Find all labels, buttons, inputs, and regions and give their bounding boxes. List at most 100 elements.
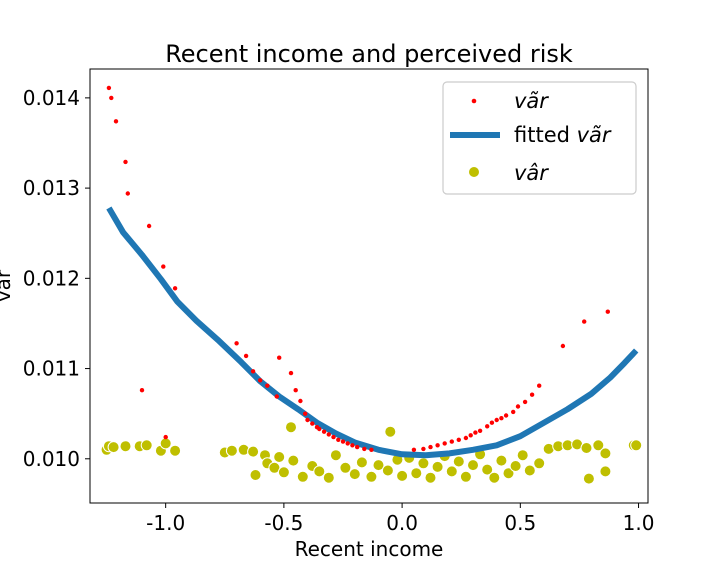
point-var-tilde-33 <box>362 446 367 452</box>
point-var-tilde-26 <box>326 432 331 437</box>
point-var-hat-23 <box>313 465 326 478</box>
point-var-tilde-41 <box>456 437 461 442</box>
point-var-tilde-37 <box>428 444 433 450</box>
point-var-hat-61 <box>582 472 595 485</box>
point-var-tilde-1 <box>109 95 114 101</box>
point-var-tilde-6 <box>161 264 166 269</box>
point-var-tilde-18 <box>293 388 298 393</box>
point-var-tilde-46 <box>485 424 490 429</box>
plot-frame <box>89 68 649 504</box>
point-var-hat-29 <box>365 470 378 483</box>
legend: vãr fitted vãr vâr <box>442 81 637 195</box>
point-var-tilde-49 <box>499 416 504 421</box>
point-var-hat-5 <box>140 439 153 452</box>
point-var-tilde-14 <box>265 383 270 388</box>
point-var-hat-38 <box>431 460 444 473</box>
point-var-hat-21 <box>296 470 309 483</box>
y-tick-label: 0.010 <box>23 447 80 471</box>
point-var-hat-49 <box>509 460 522 472</box>
point-var-hat-46 <box>488 471 501 484</box>
point-var-tilde-34 <box>369 447 374 452</box>
point-var-tilde-44 <box>473 430 478 435</box>
point-var-hat-2 <box>107 441 120 454</box>
point-var-tilde-42 <box>463 435 469 441</box>
point-var-tilde-47 <box>489 420 495 425</box>
point-var-tilde-32 <box>355 444 360 450</box>
marks <box>100 85 643 485</box>
point-var-hat-41 <box>452 455 465 468</box>
point-var-tilde-8 <box>139 388 145 393</box>
point-var-hat-12 <box>247 445 260 458</box>
legend-box <box>442 81 637 195</box>
point-var-hat-14 <box>273 451 286 463</box>
point-var-hat-48 <box>502 467 515 480</box>
point-var-hat-8 <box>169 444 182 457</box>
point-var-hat-31 <box>381 464 394 477</box>
legend-label-fitted: fitted vãr <box>514 123 612 147</box>
point-var-hat-36 <box>417 457 430 470</box>
point-var-hat-18 <box>268 461 281 474</box>
point-var-tilde-13 <box>258 378 263 383</box>
point-var-hat-28 <box>355 456 368 469</box>
point-var-hat-16 <box>249 469 262 481</box>
y-tick-label: 0.014 <box>23 86 80 110</box>
point-var-hat-35 <box>410 467 423 480</box>
point-var-hat-26 <box>339 461 352 474</box>
point-var-tilde-40 <box>449 439 454 444</box>
point-var-hat-30 <box>372 459 385 472</box>
point-var-tilde-31 <box>350 443 355 448</box>
x-axis-label: Recent income <box>295 537 444 561</box>
point-var-tilde-22 <box>310 421 315 426</box>
point-var-hat-63 <box>630 439 643 452</box>
point-var-tilde-48 <box>494 417 499 423</box>
point-var-hat-19 <box>277 466 290 479</box>
point-var-tilde-30 <box>345 441 350 446</box>
point-var-tilde-5 <box>146 223 152 229</box>
point-var-tilde-17 <box>288 370 294 376</box>
point-var-tilde-43 <box>468 433 473 438</box>
y-tick-label: 0.013 <box>23 176 80 200</box>
point-var-tilde-0 <box>106 85 112 91</box>
point-var-tilde-45 <box>477 428 483 433</box>
point-var-tilde-3 <box>123 159 128 165</box>
point-var-hat-15 <box>285 421 297 434</box>
y-axis-label: var <box>0 269 15 302</box>
legend-marker-var-tilde <box>471 98 477 104</box>
point-var-tilde-56 <box>560 343 566 349</box>
point-var-tilde-4 <box>125 191 130 196</box>
y-tick-label: 0.012 <box>23 266 80 290</box>
point-var-hat-24 <box>322 471 335 484</box>
legend-label-var-hat: vâr <box>514 161 549 185</box>
point-var-tilde-27 <box>331 434 336 440</box>
point-var-hat-50 <box>516 449 529 462</box>
point-var-hat-45 <box>481 463 494 476</box>
point-var-tilde-55 <box>537 383 542 388</box>
point-var-tilde-57 <box>582 319 587 324</box>
point-var-hat-57 <box>580 442 593 454</box>
point-var-hat-59 <box>599 447 612 460</box>
legend-marker-var-hat <box>468 166 480 178</box>
point-var-tilde-20 <box>303 411 308 416</box>
point-var-tilde-38 <box>435 443 440 448</box>
point-var-hat-37 <box>424 471 437 484</box>
legend-label-var-tilde: vãr <box>514 89 549 113</box>
point-var-tilde-21 <box>305 417 310 423</box>
point-var-tilde-10 <box>234 341 239 346</box>
point-var-tilde-54 <box>529 392 535 397</box>
point-var-tilde-58 <box>605 309 610 314</box>
point-var-tilde-19 <box>298 398 303 404</box>
point-var-hat-3 <box>119 440 132 453</box>
point-var-tilde-12 <box>250 369 256 374</box>
point-var-tilde-28 <box>336 437 341 442</box>
point-var-hat-64 <box>384 425 397 438</box>
point-var-hat-52 <box>533 457 546 470</box>
point-var-hat-43 <box>467 459 479 472</box>
point-var-tilde-36 <box>421 446 426 452</box>
point-var-hat-27 <box>348 468 361 481</box>
x-tick-label: -1.0 <box>146 511 185 535</box>
point-var-tilde-25 <box>321 429 327 434</box>
point-var-hat-20 <box>287 454 300 467</box>
point-var-tilde-16 <box>277 355 282 360</box>
point-var-hat-33 <box>396 469 409 482</box>
